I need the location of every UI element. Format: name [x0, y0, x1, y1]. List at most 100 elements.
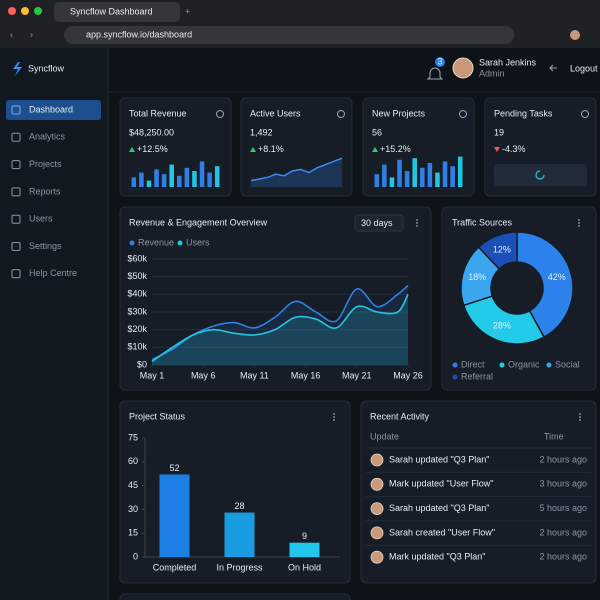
legend-label: Organic [508, 359, 540, 369]
range-select[interactable] [354, 214, 404, 232]
spark-bar [420, 167, 425, 187]
avatar[interactable] [452, 57, 474, 79]
y-tick-label: 30 [128, 504, 138, 514]
minimize-button[interactable] [21, 7, 29, 15]
spark-bar [427, 163, 433, 187]
row-avatar [370, 502, 384, 516]
line [151, 293, 409, 363]
activity-text: Sarah updated "Q3 Plan" [389, 503, 489, 513]
bar-value: 52 [169, 463, 179, 473]
column-header: Update [370, 431, 399, 441]
nav-item[interactable]: Help Centre [29, 268, 77, 278]
bar [289, 542, 320, 557]
y-tick-label: $40k [127, 289, 147, 299]
nav-item[interactable]: Projects [29, 159, 62, 169]
nav-item[interactable]: Analytics [29, 132, 66, 142]
bell-icon[interactable] [426, 67, 444, 80]
legend-label: Users [186, 237, 210, 247]
y-tick-label: $10k [127, 342, 147, 352]
row-avatar [370, 526, 384, 540]
legend-label: Social [555, 359, 580, 369]
spark-bar [214, 166, 220, 187]
menu-dot [333, 413, 335, 415]
kpi-title: Total Revenue [129, 108, 187, 118]
nav-icon [11, 242, 21, 251]
trend-arrow [372, 147, 378, 152]
nav-item[interactable]: Users [29, 214, 53, 224]
nav-icon [11, 160, 21, 170]
nav-forward[interactable]: › [30, 29, 33, 39]
table-title: Recent Activity [370, 411, 430, 421]
spark-bar [207, 172, 212, 187]
legend-swatch [129, 240, 135, 246]
nav-back[interactable]: ‹ [10, 29, 13, 39]
kpi-icon [581, 110, 589, 118]
menu-dot [578, 225, 580, 227]
spark-bar [374, 174, 380, 187]
kpi-icon [216, 110, 224, 118]
slice-label: 42% [548, 272, 566, 282]
bar-value: 9 [302, 531, 307, 541]
new-tab[interactable]: + [185, 6, 190, 16]
x-tick-label: On Hold [288, 562, 321, 572]
legend-swatch [177, 240, 183, 246]
spark-bar [192, 171, 197, 187]
spark-line [250, 157, 343, 182]
close-button[interactable] [8, 7, 16, 15]
spark-bar [404, 171, 410, 187]
activity-time: 2 hours ago [539, 454, 587, 464]
address-bar[interactable] [64, 26, 514, 44]
legend-label: Direct [461, 359, 485, 369]
nav-icon [11, 132, 21, 142]
menu-dot [579, 416, 581, 418]
legend-swatch [452, 362, 458, 368]
nav-item[interactable]: Dashboard [29, 104, 73, 114]
action-button[interactable] [494, 164, 587, 186]
nav-icon [11, 269, 21, 279]
nav-item[interactable]: Settings [29, 241, 62, 251]
zoom-button[interactable] [34, 7, 42, 15]
menu-dot [333, 419, 335, 421]
spinner [535, 170, 545, 180]
chart-title: Traffic Sources [452, 217, 513, 227]
y-tick-label: $50k [127, 271, 147, 281]
bar [224, 512, 255, 557]
user-name[interactable]: Sarah Jenkins [479, 57, 537, 67]
activity-time: 2 hours ago [539, 552, 587, 562]
kpi-change: -4.3% [502, 144, 526, 154]
menu-dot [579, 419, 581, 421]
logout-icon [549, 64, 557, 72]
legend-label: Revenue [138, 237, 174, 247]
logout[interactable]: Logout [570, 63, 598, 73]
column-header: Time [544, 431, 564, 441]
badge [435, 57, 445, 67]
card [119, 593, 351, 600]
row-avatar [370, 550, 384, 564]
card [240, 97, 353, 197]
profile-icon[interactable] [570, 30, 580, 40]
spark-bar [139, 172, 144, 187]
activity-text: Mark updated "User Flow" [389, 479, 493, 489]
kpi-title: Active Users [250, 108, 301, 118]
spark-bar [435, 172, 440, 187]
badge-count: 3 [437, 56, 442, 66]
sidebar [0, 48, 108, 600]
kpi-value: 19 [494, 127, 504, 137]
tab-title: Syncflow Dashboard [70, 6, 153, 16]
slice-label: 18% [468, 272, 486, 282]
bar-value: 28 [234, 501, 244, 511]
x-tick-label: May 11 [240, 370, 269, 380]
nav-item[interactable]: Reports [29, 186, 61, 196]
trend-arrow [494, 147, 500, 152]
card [360, 400, 597, 584]
tab[interactable] [54, 2, 180, 22]
trend-arrow [250, 147, 256, 152]
x-tick-label: May 16 [291, 370, 321, 380]
legend-swatch [499, 362, 505, 368]
nav-icon [11, 105, 21, 115]
donut-slice [477, 231, 518, 271]
y-tick-label: $20k [127, 324, 147, 334]
spark-area [251, 158, 342, 187]
kpi-change: +8.1% [258, 144, 284, 154]
